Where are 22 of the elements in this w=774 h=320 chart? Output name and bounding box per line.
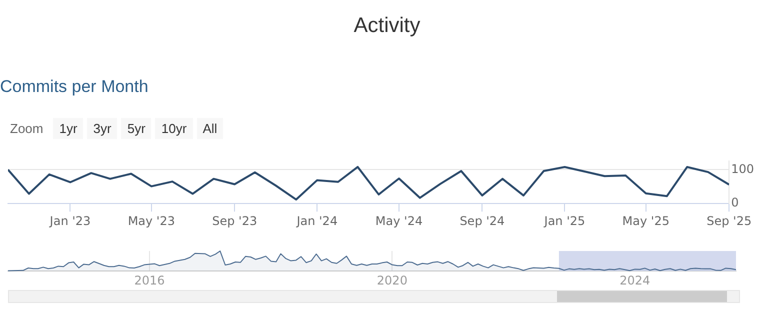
- x-tick-label: May '23: [128, 214, 176, 228]
- x-tick-label: May '24: [375, 214, 423, 228]
- chart-title: Activity: [352, 14, 422, 38]
- text: All: [196, 118, 224, 139]
- text: 1yr: [53, 118, 84, 139]
- x-tick-label: May '25: [622, 214, 670, 228]
- text: 5yr: [121, 118, 152, 139]
- y-tick-label: 0: [731, 196, 739, 210]
- y-tick-label: 100: [731, 162, 754, 176]
- x-tick-label: Sep '24: [460, 214, 505, 228]
- x-tick-label: Sep '25: [706, 214, 752, 228]
- chart-subtitle: Commits per Month: [0, 77, 148, 97]
- x-tick-label: 2024: [620, 273, 650, 288]
- x-tick-label: Sep '23: [212, 214, 258, 228]
- text: 10yr: [155, 118, 193, 139]
- text: Zoom: [10, 120, 44, 138]
- text: 3yr: [87, 118, 118, 139]
- x-tick-label: Jan '23: [48, 214, 91, 228]
- x-tick-label: 2020: [376, 273, 408, 288]
- x-tick-label: Jan '24: [296, 214, 338, 228]
- x-tick-label: Jan '25: [543, 214, 586, 228]
- x-tick-label: 2016: [134, 273, 165, 288]
